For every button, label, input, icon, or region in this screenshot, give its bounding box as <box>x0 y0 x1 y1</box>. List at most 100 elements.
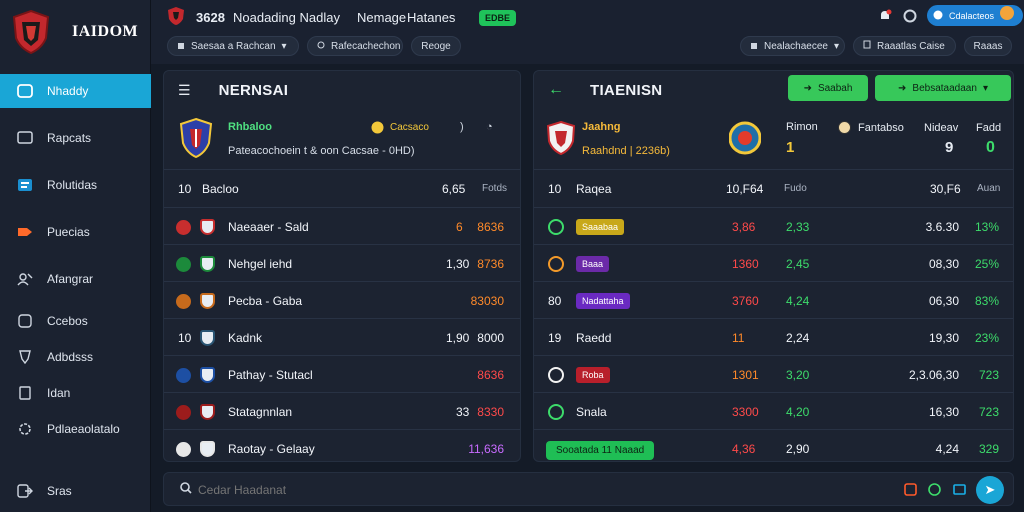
opponent-logo <box>728 119 762 162</box>
match-name: Pecba - Gaba <box>228 293 303 308</box>
tab-nemage[interactable]: Nemage <box>357 10 407 25</box>
table-row[interactable]: Statagnnlan 33 8330 <box>164 392 520 430</box>
document-icon <box>17 385 33 401</box>
row-value-1: 4,36 <box>732 441 756 456</box>
record-icon[interactable] <box>904 483 917 501</box>
cast-icon[interactable] <box>953 483 966 501</box>
row-value-3: 8636 <box>477 219 504 234</box>
search-input[interactable] <box>198 479 698 501</box>
brand-logo[interactable]: IAIDOM <box>12 10 138 54</box>
match-name: Raotay - Gelaay <box>228 441 315 456</box>
table-row[interactable]: Baaa 1360 2,45 08,30 25% <box>534 244 1013 282</box>
header-cell: 10 <box>178 181 192 196</box>
user-menu[interactable]: Cdalacteos <box>927 5 1023 26</box>
row-value-3: 08,30 <box>928 256 959 271</box>
left-panel: ☰ NERNSAI Rhbaloo Pateacochoein t & oon … <box>163 70 521 462</box>
table-row[interactable]: Sooatada 11 Naaad 4,36 2,90 4,24 329 <box>534 429 1013 461</box>
row-tag: Baaa <box>576 256 610 272</box>
table-row[interactable]: 10 Kadnk 1,90 8000 <box>164 318 520 356</box>
sidebar-item-rolutidas[interactable]: Rolutidas <box>0 168 151 202</box>
sidebar-item-adbdsss[interactable]: Adbdsss <box>0 340 151 374</box>
filter-button-2[interactable]: Rafecachechon <box>307 36 403 56</box>
arrow-icon: ➜ <box>803 82 812 94</box>
stat-label-b: Fantabso <box>858 122 904 134</box>
table-row[interactable]: Raotay - Gelaay 11,636 <box>164 429 520 461</box>
row-tag: Saaabaa <box>576 219 625 235</box>
panel-title: NERNSAI <box>218 81 289 99</box>
sidebar-item-nhaddy[interactable]: Nhaddy <box>0 74 151 108</box>
table-row[interactable]: 80 Nadattaha 3760 4,24 06,30 83% <box>534 281 1013 319</box>
chevron-down-icon: ▾ <box>833 40 839 52</box>
row-value-4: 13% <box>974 219 999 234</box>
row-index: 80 <box>548 293 562 308</box>
sidebar-item-rapcats[interactable]: Rapcats <box>0 121 151 155</box>
match-name: Naeaaer - Sald <box>228 219 309 234</box>
action-dropdown-2[interactable]: ➜ Bebsataadaan ▾ <box>875 75 1011 101</box>
table-row[interactable]: Nehgel iehd 1,30 8736 <box>164 244 520 282</box>
table-row[interactable]: 19 Raedd 11 2,24 19,30 23% <box>534 318 1013 356</box>
team-crest-icon <box>200 404 215 420</box>
menu-icon[interactable]: ☰ <box>178 81 191 98</box>
team-status: Cacsaco <box>390 122 429 133</box>
sidebar-item-pdlaeaolatalo[interactable]: Pdlaeaolatalo <box>0 412 151 446</box>
title-prefix: 3628 <box>196 10 225 25</box>
stat-value-d: 0 <box>986 139 995 156</box>
settings-icon[interactable] <box>903 9 917 28</box>
team-icon <box>548 367 564 383</box>
row-value-3: 16,30 <box>928 404 959 419</box>
chat-icon <box>17 130 33 146</box>
bottom-search-bar: ➤ <box>163 472 1014 506</box>
header-cell: 10,F64 <box>726 181 764 196</box>
table-row[interactable]: Roba 1301 3,20 2,3.06,30 723 <box>534 355 1013 393</box>
avatar <box>1000 6 1015 25</box>
sidebar-item-sras[interactable]: Sras <box>0 474 151 508</box>
table-row[interactable]: Naeaaer - Sald 6 8636 <box>164 207 520 245</box>
user-icon <box>933 7 943 25</box>
notification-icon[interactable] <box>878 9 892 28</box>
sidebar-item-afangrar[interactable]: Afangrar <box>0 262 151 296</box>
sidebar-item-label: Adbdsss <box>47 350 94 364</box>
row-value-3: 4,24 <box>935 441 959 456</box>
filter-dropdown-4[interactable]: Nealachaecee ▾ <box>740 36 845 56</box>
sidebar-item-ccebos[interactable]: Ccebos <box>0 304 151 338</box>
info-icon[interactable]: ) <box>460 121 464 133</box>
filter-button-6[interactable]: Raaas <box>964 36 1012 56</box>
header-cell: 6,65 <box>442 181 466 196</box>
filter-button-3[interactable]: Reoge <box>411 36 461 56</box>
sidebar-item-puecias[interactable]: Puecias <box>0 215 151 249</box>
row-value-3: 19,30 <box>928 330 959 345</box>
filter-dropdown-1[interactable]: Saesaa a Rachcan ▾ <box>167 36 299 56</box>
match-name: Nehgel iehd <box>228 256 293 271</box>
row-value-4: 723 <box>978 367 999 382</box>
filter-label: Raaatlas Caise <box>877 40 945 52</box>
team-logo-icon <box>176 294 191 309</box>
sidebar: IAIDOM Nhaddy Rapcats Rolutidas Puecias … <box>0 0 151 512</box>
live-icon[interactable] <box>928 483 941 501</box>
sidebar-item-label: Rolutidas <box>47 178 98 192</box>
sidebar-item-label: Nhaddy <box>47 84 89 98</box>
row-value-1: 1,30 <box>446 256 470 271</box>
team-name: Jaahng <box>582 121 621 133</box>
table-row[interactable]: Snala 3300 4,20 16,30 723 <box>534 392 1013 430</box>
lock-icon <box>750 40 758 52</box>
action-button-1[interactable]: ➜ Saabah <box>788 75 868 101</box>
team-subtitle: Raahdnd | 2236b) <box>582 145 670 157</box>
shield-icon <box>17 349 33 365</box>
table-row[interactable]: Saaabaa 3,86 2,33 3.6.30 13% <box>534 207 1013 245</box>
row-value-1: 3760 <box>732 293 759 308</box>
more-icon[interactable]: ◔ <box>486 121 493 133</box>
stat-label-d: Fadd <box>976 122 1002 134</box>
search-icon <box>180 482 192 497</box>
send-button[interactable]: ➤ <box>976 476 1004 504</box>
table-row[interactable]: Pecba - Gaba 83030 <box>164 281 520 319</box>
filter-button-5[interactable]: Raaatlas Caise <box>853 36 956 56</box>
row-value-2: 33 <box>456 404 470 419</box>
sidebar-item-label: Sras <box>47 484 72 498</box>
row-value-3: 06,30 <box>928 293 959 308</box>
sidebar-item-idan[interactable]: Idan <box>0 376 151 410</box>
panel-header: ☰ NERNSAI <box>164 71 520 109</box>
tab-hatanes[interactable]: Hatanes <box>407 10 456 25</box>
back-arrow-icon[interactable]: ← <box>548 81 564 98</box>
match-name: Statagnnlan <box>228 404 293 419</box>
table-row[interactable]: Pathay - Stutacl 8636 <box>164 355 520 393</box>
